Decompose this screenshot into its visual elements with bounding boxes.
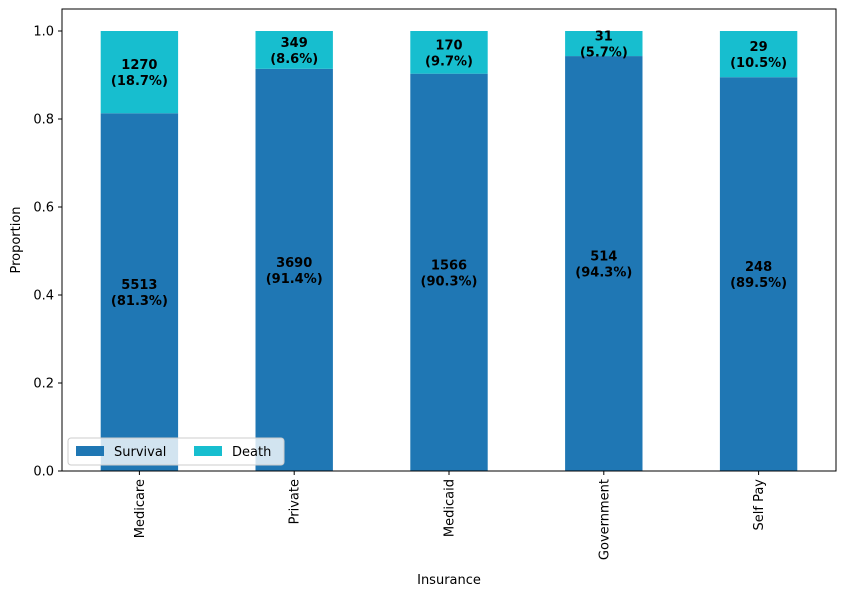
y-axis-title: Proportion bbox=[9, 206, 24, 273]
bar-count-label: 29 bbox=[750, 40, 768, 55]
legend-label-survival: Survival bbox=[114, 445, 166, 460]
y-tick-label: 0.6 bbox=[33, 201, 54, 216]
legend: Survival Death bbox=[67, 437, 285, 466]
bar-percent-label: (9.7%) bbox=[425, 54, 473, 69]
bar-percent-label: (18.7%) bbox=[111, 74, 168, 89]
legend-label-death: Death bbox=[232, 445, 271, 460]
legend-swatch-survival bbox=[76, 446, 104, 456]
bar-count-label: 1270 bbox=[121, 58, 157, 73]
bar-survival-medicaid bbox=[410, 73, 488, 472]
y-tick-label: 0.4 bbox=[33, 289, 54, 304]
bars-layer bbox=[100, 31, 798, 472]
bar-count-label: 3690 bbox=[276, 256, 312, 271]
bar-count-label: 514 bbox=[590, 250, 617, 265]
x-tick-label: Government bbox=[597, 479, 612, 560]
bar-death-government bbox=[565, 31, 643, 57]
bar-count-label: 5513 bbox=[121, 278, 157, 293]
bar-survival-medicare bbox=[100, 113, 179, 471]
legend-box bbox=[67, 437, 285, 466]
bar-death-medicare bbox=[100, 31, 179, 114]
x-tick-label: Private bbox=[288, 479, 303, 524]
bar-count-label: 170 bbox=[435, 38, 462, 53]
x-tick-label: Medicare bbox=[133, 479, 148, 538]
x-tick-label: Medicaid bbox=[443, 479, 458, 537]
x-tick-label: Self Pay bbox=[752, 479, 767, 531]
bar-count-label: 349 bbox=[281, 36, 308, 51]
bar-count-label: 1566 bbox=[431, 258, 467, 273]
y-axis: 0.0 0.2 0.4 0.6 0.8 1.0 bbox=[33, 25, 62, 480]
bar-count-label: 31 bbox=[595, 30, 613, 45]
bar-percent-label: (10.5%) bbox=[730, 56, 787, 71]
bar-percent-label: (90.3%) bbox=[421, 274, 478, 289]
bar-percent-label: (5.7%) bbox=[580, 46, 628, 61]
x-axis-title: Insurance bbox=[417, 573, 481, 588]
bar-death-medicaid bbox=[410, 31, 488, 74]
bar-death-self-pay bbox=[719, 31, 798, 78]
bar-labels-layer: 5513(81.3%) 1270(18.7%) 3690(91.4%) 349(8.6… bbox=[111, 30, 787, 310]
y-tick-label: 0.0 bbox=[33, 465, 54, 480]
bar-percent-label: (8.6%) bbox=[270, 52, 318, 67]
bar-percent-label: (89.5%) bbox=[730, 276, 787, 291]
y-tick-label: 1.0 bbox=[33, 25, 54, 40]
bar-percent-label: (94.3%) bbox=[575, 266, 632, 281]
x-axis: Medicare Private Medicaid Government Self Pa… bbox=[133, 471, 767, 560]
legend-swatch-death bbox=[194, 446, 222, 456]
bar-survival-private bbox=[255, 68, 333, 471]
bar-percent-label: (91.4%) bbox=[266, 272, 323, 287]
bar-count-label: 248 bbox=[745, 260, 772, 275]
y-tick-label: 0.2 bbox=[33, 377, 54, 392]
bar-death-private bbox=[255, 31, 333, 69]
bar-survival-self-pay bbox=[719, 77, 798, 471]
y-tick-label: 0.8 bbox=[33, 113, 54, 128]
bar-survival-government bbox=[565, 56, 643, 471]
bar-percent-label: (81.3%) bbox=[111, 294, 168, 309]
